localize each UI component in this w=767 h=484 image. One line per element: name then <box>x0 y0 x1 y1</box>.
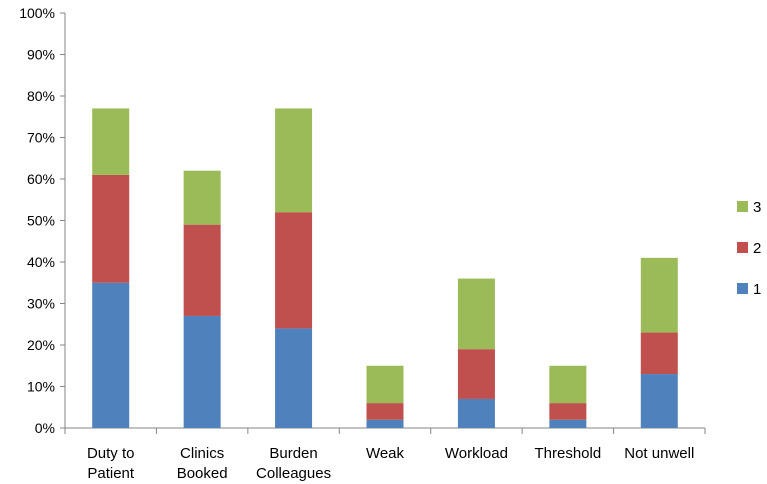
legend-label-1: 1 <box>753 281 761 298</box>
bar-series-2-cat-5 <box>549 403 587 420</box>
bar-series-1-cat-4 <box>457 398 495 428</box>
x-category-label: Burden Colleagues <box>256 445 331 482</box>
y-tick-labels: 0% 10% 20% 30% 40% 50% 60% 70% 80% 90% 100% <box>19 5 55 436</box>
y-tick-label: 90% <box>27 47 55 63</box>
y-tick-label: 60% <box>27 171 55 187</box>
bar-series-2-cat-3 <box>366 403 404 420</box>
y-tick-label: 0% <box>35 420 55 436</box>
axes <box>60 12 706 434</box>
y-tick-label: 20% <box>27 337 55 353</box>
legend-swatch-3 <box>737 201 748 212</box>
bar-series-1-cat-6 <box>640 374 678 428</box>
y-tick-label: 80% <box>27 88 55 104</box>
legend-swatch-1 <box>737 283 748 294</box>
bar-series-3-cat-4 <box>457 278 495 350</box>
y-tick-label: 10% <box>27 379 55 395</box>
bar-series-1-cat-0 <box>92 282 130 428</box>
bar-series-3-cat-2 <box>275 108 313 213</box>
bar-series-1-cat-3 <box>366 419 404 428</box>
legend-label-2: 2 <box>753 240 761 257</box>
y-tick-label: 40% <box>27 254 55 270</box>
bars <box>92 108 678 428</box>
y-tick-label: 50% <box>27 213 55 229</box>
y-tick-label: 70% <box>27 130 55 146</box>
x-category-labels: Duty to Patient Clinics Booked Burden Colleag… <box>87 445 694 482</box>
bar-series-3-cat-0 <box>92 108 130 175</box>
y-tick-label: 100% <box>19 5 55 21</box>
bar-series-2-cat-1 <box>183 224 221 316</box>
bar-series-2-cat-0 <box>92 174 130 283</box>
bar-series-1-cat-5 <box>549 419 587 428</box>
bar-series-1-cat-2 <box>275 328 313 428</box>
bar-series-3-cat-1 <box>183 170 221 225</box>
x-category-label: Clinics Booked <box>177 445 228 482</box>
bar-series-1-cat-1 <box>183 315 221 428</box>
x-category-label: Threshold <box>535 445 602 462</box>
bar-series-2-cat-6 <box>640 332 678 375</box>
x-category-label: Weak <box>366 445 405 462</box>
y-tick-label: 30% <box>27 296 55 312</box>
bar-series-3-cat-6 <box>640 257 678 333</box>
bar-series-2-cat-2 <box>275 212 313 329</box>
legend-label-3: 3 <box>753 199 761 216</box>
legend-swatch-2 <box>737 242 748 253</box>
bar-series-3-cat-3 <box>366 365 404 404</box>
x-category-label: Duty to Patient <box>87 445 135 482</box>
x-category-label: Not unwell <box>624 445 694 462</box>
legend: 3 2 1 <box>737 199 761 298</box>
bar-series-2-cat-4 <box>457 349 495 399</box>
x-category-label: Workload <box>445 445 508 462</box>
bar-series-3-cat-5 <box>549 365 587 404</box>
